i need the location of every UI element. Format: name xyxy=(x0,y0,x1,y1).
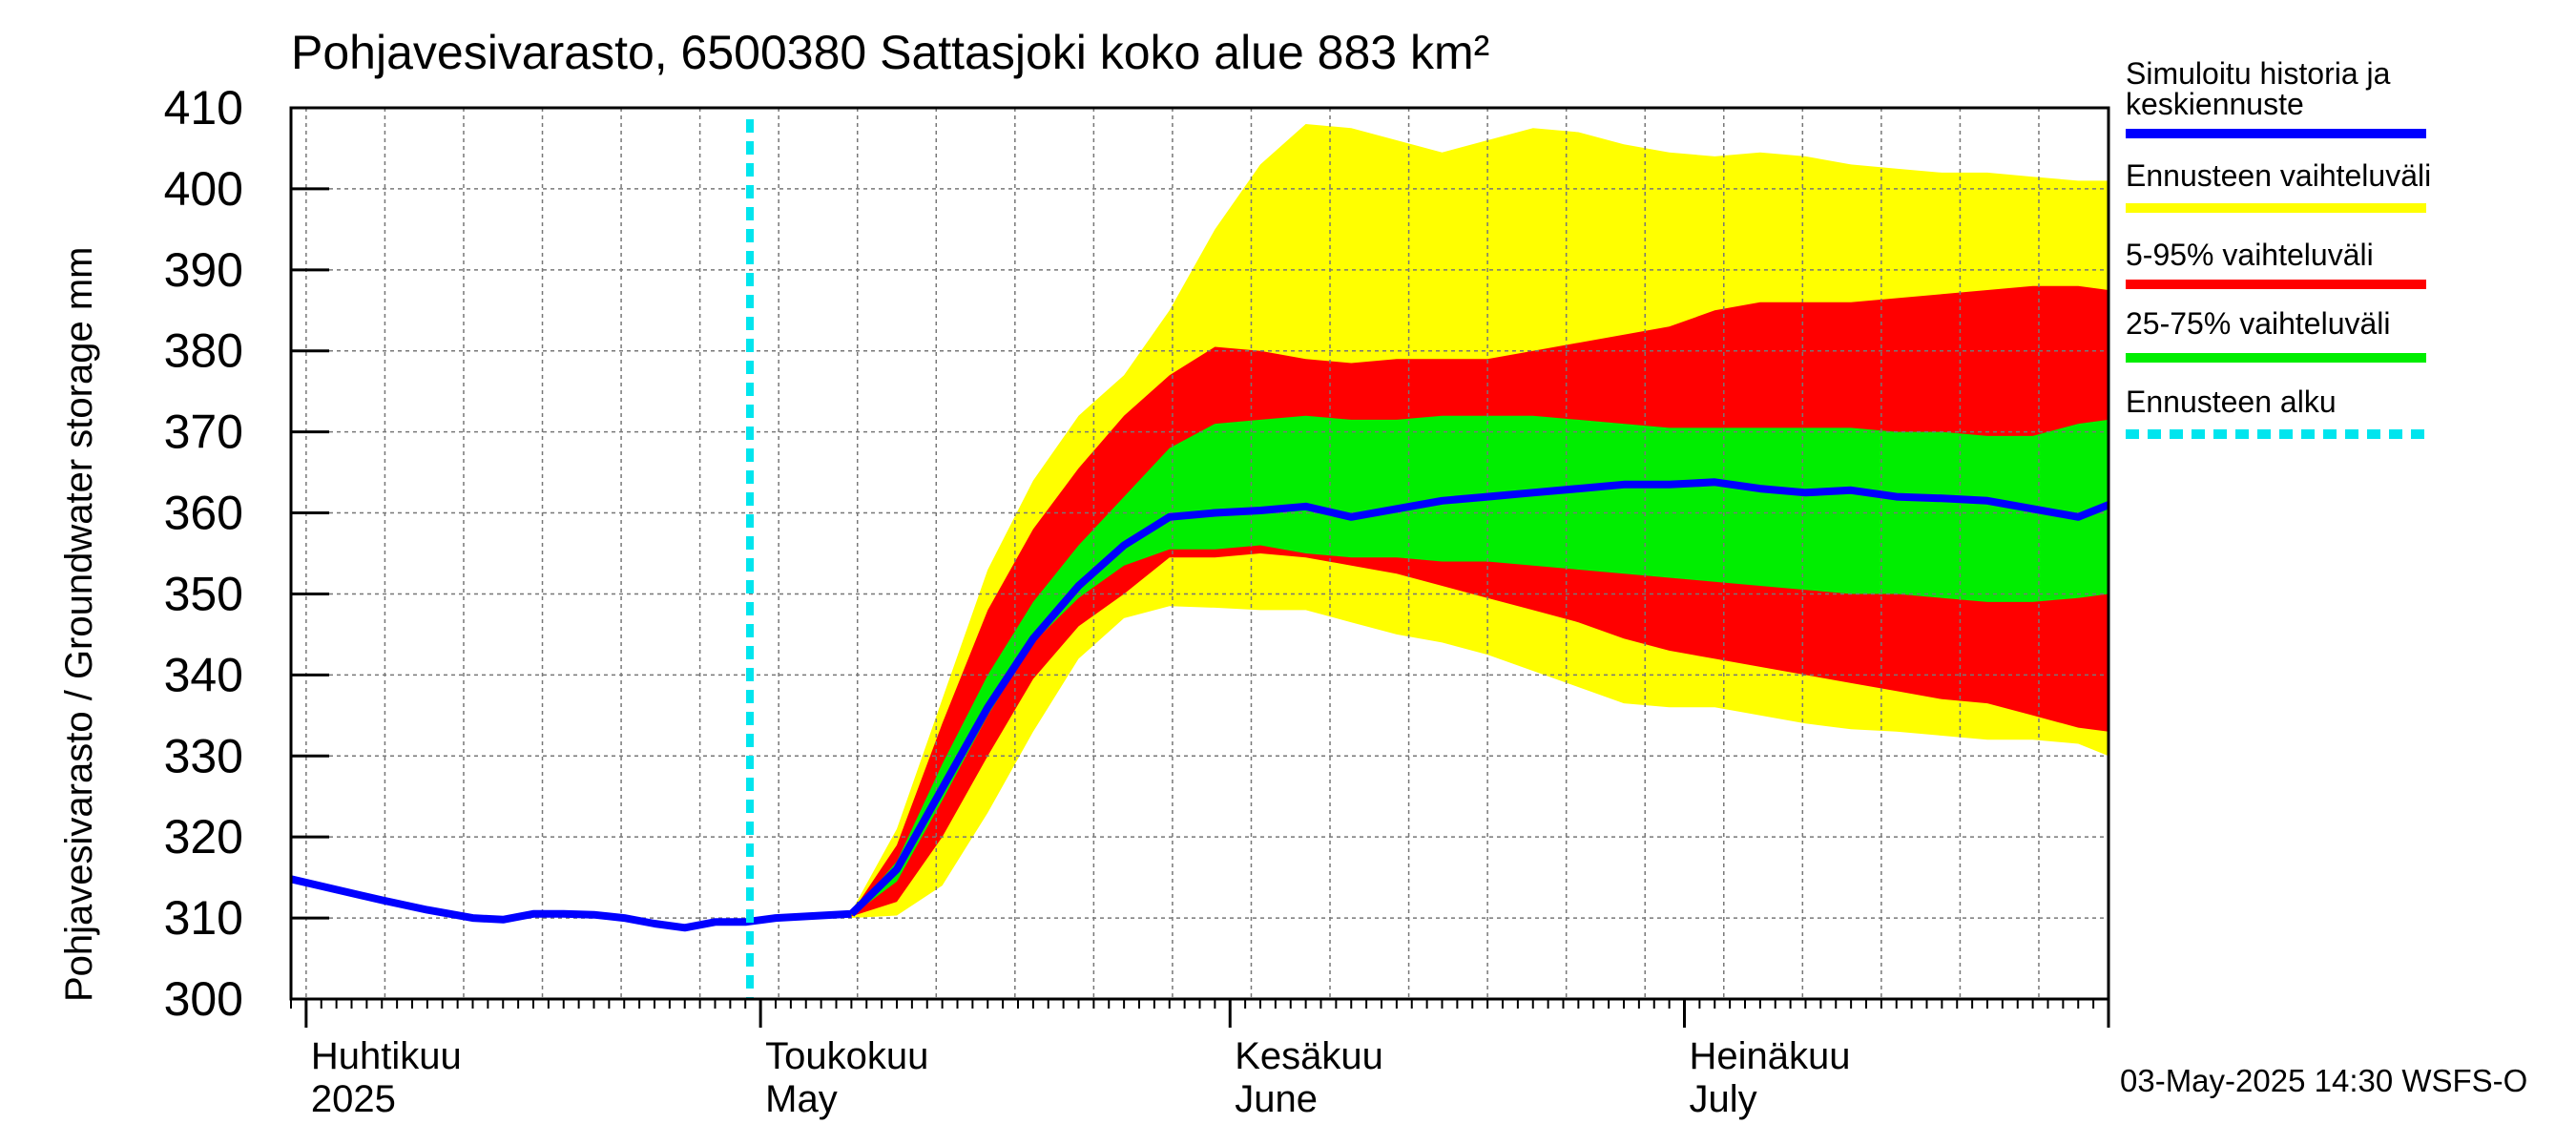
y-tick-label: 320 xyxy=(164,810,243,864)
legend-label: Simuloitu historia ja xyxy=(2126,56,2391,91)
median-line xyxy=(848,478,2110,917)
y-axis-label: Pohjavesivarasto / Groundwater storage m… xyxy=(58,247,100,1002)
y-tick-label: 350 xyxy=(164,567,243,620)
y-tick-label: 360 xyxy=(164,487,243,540)
history-line xyxy=(290,875,852,932)
legend-label: 5-95% vaihteluväli xyxy=(2126,238,2374,272)
x-month-label: Heinäkuu xyxy=(1690,1035,1851,1077)
y-tick-label: 390 xyxy=(164,243,243,297)
x-month-label-en: 2025 xyxy=(311,1078,396,1120)
band-25-75 xyxy=(851,415,2109,916)
chart-title: Pohjavesivarasto, 6500380 Sattasjoki kok… xyxy=(291,26,1489,79)
x-month-label: Kesäkuu xyxy=(1235,1035,1383,1077)
x-month-label-en: June xyxy=(1235,1078,1318,1120)
y-tick-label: 310 xyxy=(164,891,243,945)
axes: 300 310 320 330 340 350 360 370 380 390 400 410 Huht… xyxy=(164,81,2110,1120)
legend-label: Ennusteen vaihteluväli xyxy=(2126,158,2431,193)
y-tick-label: 410 xyxy=(164,81,243,135)
x-month-label-en: July xyxy=(1690,1078,1757,1120)
x-month-label: Huhtikuu xyxy=(311,1035,462,1077)
x-month-label-en: May xyxy=(765,1078,838,1120)
y-tick-label: 330 xyxy=(164,729,243,782)
timestamp: 03-May-2025 14:30 WSFS-O xyxy=(2120,1063,2527,1098)
y-tick-label: 400 xyxy=(164,162,243,216)
y-tick-label: 380 xyxy=(164,324,243,378)
legend-label: 25-75% vaihteluväli xyxy=(2126,306,2391,341)
legend-label-2: keskiennuste xyxy=(2126,87,2304,121)
y-tick-label: 340 xyxy=(164,648,243,701)
legend-label: Ennusteen alku xyxy=(2126,385,2337,419)
series-lines xyxy=(290,119,2110,999)
x-month-label: Toukokuu xyxy=(765,1035,928,1077)
y-tick-label: 370 xyxy=(164,406,243,459)
grid-lines xyxy=(291,108,2109,999)
forecast-bands xyxy=(851,124,2109,919)
y-tick-label: 300 xyxy=(164,972,243,1026)
